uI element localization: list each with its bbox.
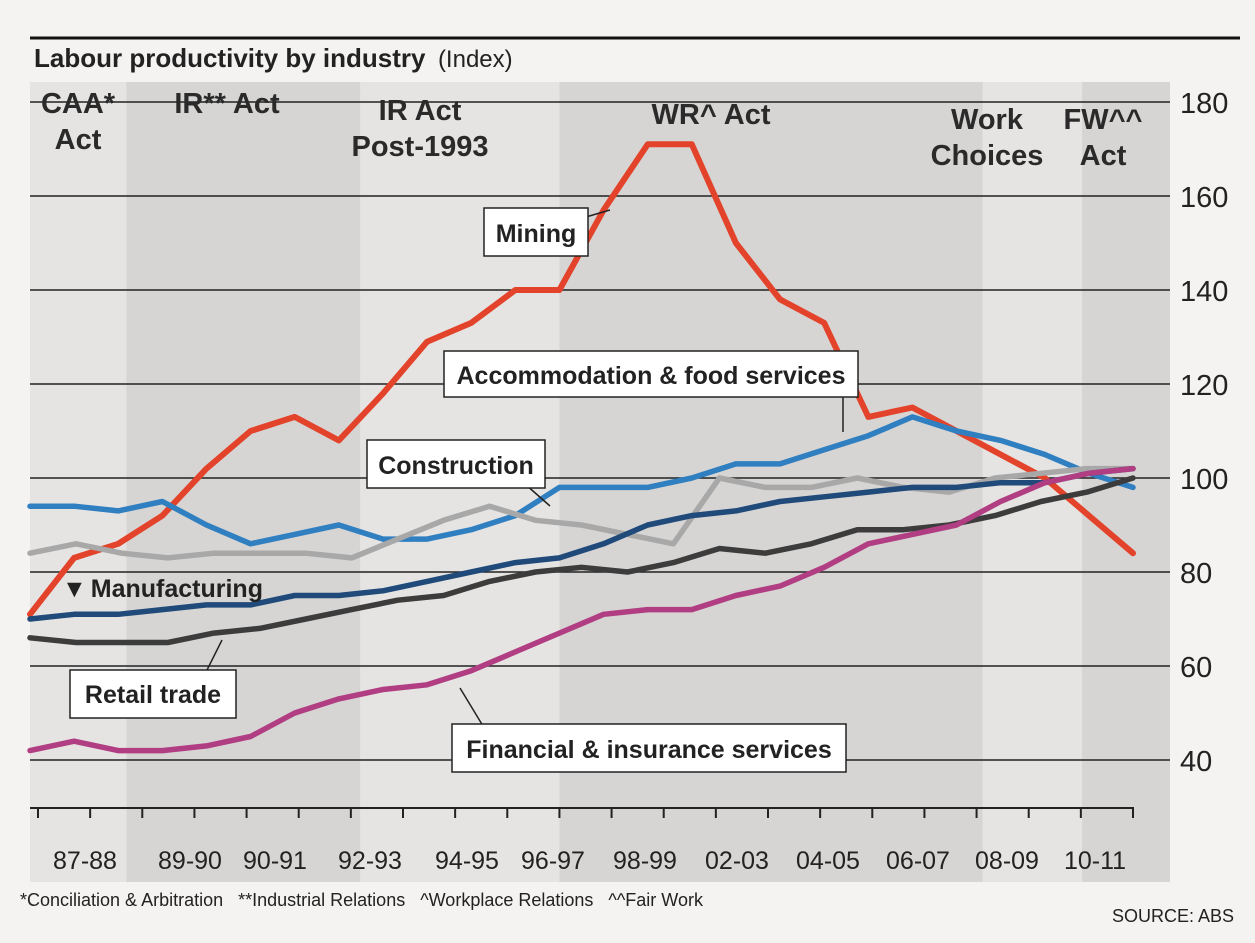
x-axis: 87-88 89-90 90-91 92-93 94-95 96-97 98-99 02-03… bbox=[30, 807, 1134, 875]
x-tick-label: 92-93 bbox=[338, 847, 402, 875]
y-tick-label: 60 bbox=[1180, 652, 1212, 684]
series-line-manufacturing bbox=[27, 465, 1136, 622]
label-accommodation: Accommodation & food services bbox=[443, 350, 859, 432]
chart-title: Labour productivity by industry (Index) bbox=[34, 43, 513, 73]
era-label: FW^^ bbox=[1064, 104, 1143, 136]
x-tick-label: 06-07 bbox=[886, 847, 950, 875]
x-tick-label: 90-91 bbox=[243, 847, 307, 875]
y-tick-label: 100 bbox=[1180, 464, 1228, 496]
y-tick-label: 160 bbox=[1180, 182, 1228, 214]
x-tick-label: 94-95 bbox=[435, 847, 499, 875]
triangle-down-icon: ▼ bbox=[62, 575, 87, 603]
x-tick-label: 96-97 bbox=[521, 847, 585, 875]
label-mining-text: Mining bbox=[496, 220, 577, 248]
era-band bbox=[126, 82, 361, 882]
x-tick-label: 89-90 bbox=[158, 847, 222, 875]
y-tick-label: 40 bbox=[1180, 746, 1212, 778]
label-manufacturing: ▼ Manufacturing bbox=[62, 575, 263, 603]
series-labels: Mining Accommodation & food services Con… bbox=[62, 207, 859, 773]
era-label: CAA* bbox=[41, 88, 116, 120]
series-line-accommodation-food-services bbox=[27, 414, 1136, 547]
era-label: WR^ Act bbox=[652, 99, 771, 131]
era-label: Act bbox=[1080, 140, 1127, 172]
source: SOURCE: ABS bbox=[1112, 906, 1234, 926]
era-labels: CAA* Act IR** Act IR Act Post-1993 WR^ Act Wor… bbox=[41, 88, 1143, 172]
era-band bbox=[30, 82, 127, 882]
label-manufacturing-text: ▼ Manufacturing bbox=[62, 575, 263, 603]
era-label: Post-1993 bbox=[351, 131, 488, 163]
era-label: Choices bbox=[931, 140, 1044, 172]
label-mining: Mining bbox=[483, 207, 611, 257]
y-tick-label: 80 bbox=[1180, 558, 1212, 590]
era-label: IR** Act bbox=[174, 88, 280, 120]
label-accommodation-text: Accommodation & food services bbox=[457, 362, 846, 390]
x-tick-label: 04-05 bbox=[796, 847, 860, 875]
y-axis: 40 60 80 100 120 140 160 180 bbox=[1180, 88, 1228, 778]
label-financial-text: Financial & insurance services bbox=[466, 736, 831, 764]
gridlines bbox=[30, 101, 1170, 761]
footnotes: *Conciliation & Arbitration **Industrial… bbox=[20, 890, 704, 910]
series-line-financial-insurance-services bbox=[27, 465, 1136, 754]
label-construction: Construction bbox=[366, 439, 551, 507]
era-label: Work bbox=[951, 104, 1024, 136]
label-retail-text: Retail trade bbox=[85, 681, 221, 709]
label-construction-text: Construction bbox=[378, 452, 534, 480]
x-tick-label: 08-09 bbox=[975, 847, 1039, 875]
x-tick-label: 02-03 bbox=[705, 847, 769, 875]
x-tick-label: 87-88 bbox=[53, 847, 117, 875]
label-retail: Retail trade bbox=[69, 639, 237, 719]
era-label: Act bbox=[55, 124, 102, 156]
label-financial: Financial & insurance services bbox=[451, 687, 847, 773]
y-tick-label: 140 bbox=[1180, 276, 1228, 308]
era-label: IR Act bbox=[379, 95, 462, 127]
x-tick-label: 10-11 bbox=[1064, 847, 1126, 875]
y-tick-label: 180 bbox=[1180, 88, 1228, 120]
y-tick-label: 120 bbox=[1180, 370, 1228, 402]
x-tick-label: 98-99 bbox=[613, 847, 677, 875]
series-line-construction bbox=[27, 465, 1136, 561]
